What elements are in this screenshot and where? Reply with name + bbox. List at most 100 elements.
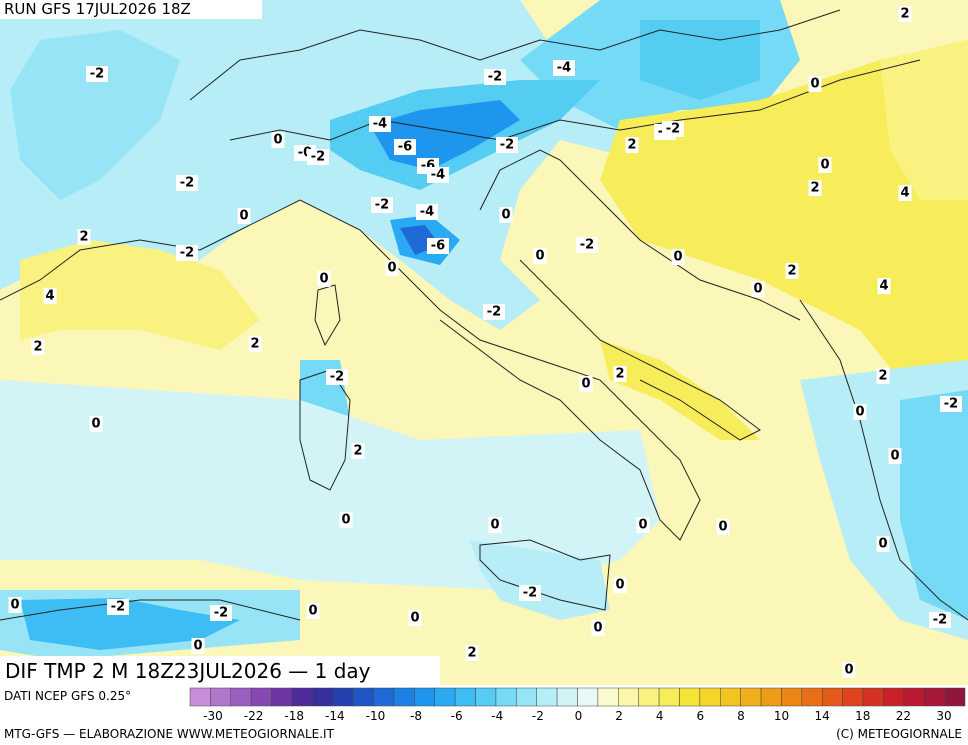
contour-label: 0 [615,578,624,593]
colorbar-swatch [414,687,435,707]
label-bg [307,149,329,165]
colorbar-tick-label: 18 [855,709,870,723]
label-bg [488,517,502,533]
label-bg [191,638,205,654]
colorbar-tick-label: 6 [697,709,705,723]
colorbar-swatch [556,687,578,707]
colorbar-tick-label: 8 [737,709,745,723]
contour-label: -2 [180,176,194,191]
label-bg [853,404,867,420]
contour-label: -2 [488,70,502,85]
source-label: DATI NCEP GFS 0.25° [4,689,131,703]
label-bg [339,512,353,528]
label-bg [519,585,541,601]
contour-label: 2 [467,646,476,661]
colorbar-tick-label: 4 [656,709,664,723]
label-bg [636,517,650,533]
colorbar-swatch [781,687,803,707]
contour-label: -6 [398,140,412,155]
contour-label: -2 [487,305,501,320]
colorbar-tick-label: -18 [284,709,304,723]
colorbar-swatch [475,687,497,707]
colorbar-swatch [332,687,354,707]
contour-label: -6 [431,239,445,254]
colorbar-tick-label: -10 [366,709,386,723]
label-bg [876,368,890,384]
label-bg [876,536,890,552]
contour-label: -2 [90,67,104,82]
colorbar-tick-label: -22 [244,709,264,723]
label-bg [808,76,822,92]
label-bg [394,139,416,155]
colorbar: -30 -22 -18 -14 -10 -8 -6 -4 -2 0 2 4 6 8 10 14 18 22 30 [189,687,966,723]
contour-label: 0 [501,208,510,223]
label-bg [483,304,505,320]
label-bg [625,137,639,153]
contour-label: -2 [375,198,389,213]
label-bg [416,204,438,220]
colorbar-swatch [516,687,537,707]
contour-label: 0 [91,417,100,432]
contour-label: 2 [353,444,362,459]
colorbar-swatch [801,687,823,707]
label-bg [371,197,393,213]
label-bg [579,376,593,392]
colorbar-swatch [597,687,619,707]
label-bg [176,175,198,191]
contour-labels: 2-2-2-40-40-0-2-6-0-22-2-6-40-2240-2-402… [8,6,962,678]
colorbar-swatch [393,687,415,707]
colorbar-tick-label: 0 [575,709,583,723]
label-bg [408,610,422,626]
contour-label: -4 [373,117,387,132]
contour-label: 0 [535,249,544,264]
colorbar-swatch [454,687,476,707]
label-bg [248,336,262,352]
colorbar-swatch [352,687,374,707]
label-bg [237,208,251,224]
colorbar-swatch [760,687,782,707]
label-bg [176,245,198,261]
contour-label: -4 [431,168,445,183]
colorbar-tick-label: -4 [491,709,503,723]
contour-label: 0 [855,405,864,420]
footer-left: MTG-GFS — ELABORAZIONE WWW.METEOGIORNALE… [4,727,335,741]
label-bg [533,248,547,264]
colorbar-swatch [821,687,843,707]
contour-label: -2 [311,150,325,165]
contour-label: 0 [273,133,282,148]
label-bg [351,443,365,459]
label-bg [385,260,399,276]
label-bg [271,132,285,148]
label-bg [89,416,103,432]
label-bg [613,366,627,382]
contour-label: 0 [890,449,899,464]
label-bg [929,612,951,628]
contour-label: -2 [523,586,537,601]
colorbar-swatch [638,687,660,707]
colorbar-tick-label: 14 [815,709,830,723]
header-box [0,0,262,19]
colorbar-swatch [373,687,395,707]
colorbar-swatch [883,687,905,707]
label-bg [8,597,22,613]
contour-label: 0 [593,621,602,636]
label-bg [43,288,57,304]
contour-label: 0 [878,537,887,552]
colorbar-swatch [618,687,639,707]
label-bg [785,263,799,279]
contour-label: 0 [341,513,350,528]
colorbar-swatch [699,687,721,707]
label-bg [31,339,45,355]
contour-label: 0 [810,77,819,92]
label-bg [662,121,684,137]
label-bg [613,577,627,593]
colorbar-tick-label: 22 [896,709,911,723]
contour-label: -2 [111,600,125,615]
colorbar-swatch [291,687,313,707]
contour-label: 2 [810,181,819,196]
label-bg [888,448,902,464]
colorbar-tick-label: -2 [532,709,544,723]
label-bg [877,278,891,294]
colorbar-swatch [271,687,293,707]
